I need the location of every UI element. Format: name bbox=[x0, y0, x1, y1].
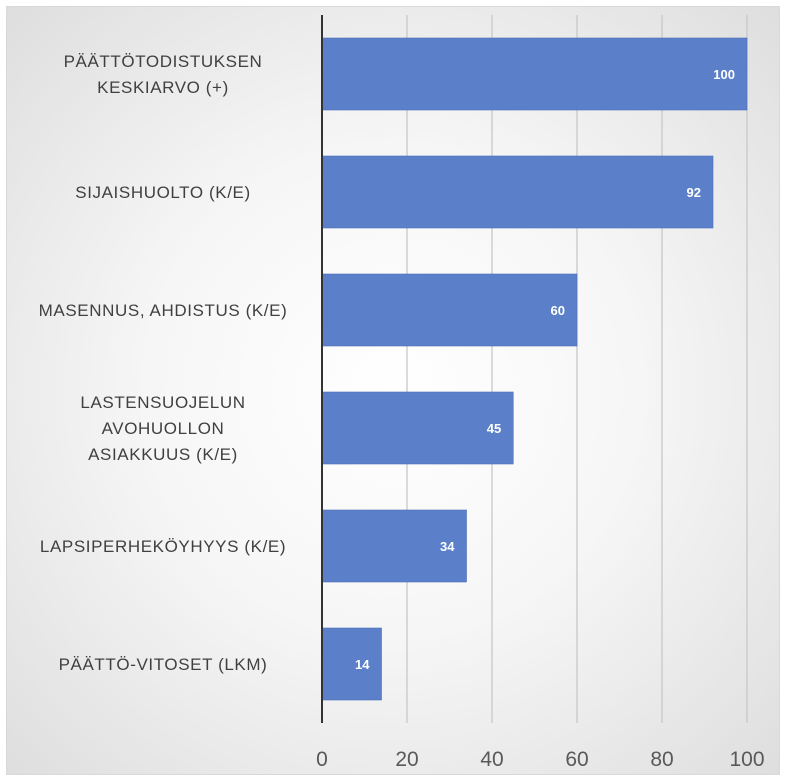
x-tick-label-40: 40 bbox=[480, 748, 503, 771]
bars bbox=[321, 37, 748, 701]
gridlines bbox=[406, 15, 748, 723]
x-tick-label-80: 80 bbox=[650, 748, 673, 771]
labels: 0 20 40 60 80 100 100 PÄÄTTÖTODISTUKSEN KESKIARV… bbox=[39, 52, 765, 771]
bar-1 bbox=[321, 155, 714, 229]
x-tick-label-100: 100 bbox=[729, 748, 764, 771]
bar-2 bbox=[321, 273, 578, 347]
category-label-0-1: KESKIARVO (+) bbox=[97, 78, 229, 97]
data-label-0: 100 bbox=[713, 67, 735, 82]
x-tick-label-0: 0 bbox=[316, 748, 328, 771]
category-label-1-0: SIJAISHUOLTO (K/E) bbox=[75, 183, 250, 202]
category-label-3-0: LASTENSUOJELUN bbox=[80, 393, 245, 412]
data-label-3: 45 bbox=[487, 421, 501, 436]
data-label-4: 34 bbox=[440, 539, 455, 554]
data-label-2: 60 bbox=[551, 303, 565, 318]
data-label-1: 92 bbox=[687, 185, 701, 200]
category-label-3-1: AVOHUOLLON bbox=[102, 419, 225, 438]
x-tick-label-20: 20 bbox=[395, 748, 418, 771]
chart-frame bbox=[6, 6, 780, 775]
bar-0 bbox=[321, 37, 748, 111]
category-label-4-0: LAPSIPERHEKÖYHYYS (K/E) bbox=[40, 537, 286, 556]
category-label-2-0: MASENNUS, AHDISTUS (K/E) bbox=[39, 301, 288, 320]
bar-3 bbox=[321, 391, 514, 465]
category-label-5-0: PÄÄTTÖ-VITOSET (LKM) bbox=[59, 655, 268, 674]
data-label-5: 14 bbox=[355, 657, 370, 672]
category-label-3-2: ASIAKKUUS (K/E) bbox=[88, 445, 238, 464]
x-tick-label-60: 60 bbox=[565, 748, 588, 771]
category-label-0-0: PÄÄTTÖTODISTUKSEN bbox=[64, 52, 263, 71]
bar-5 bbox=[321, 627, 382, 701]
